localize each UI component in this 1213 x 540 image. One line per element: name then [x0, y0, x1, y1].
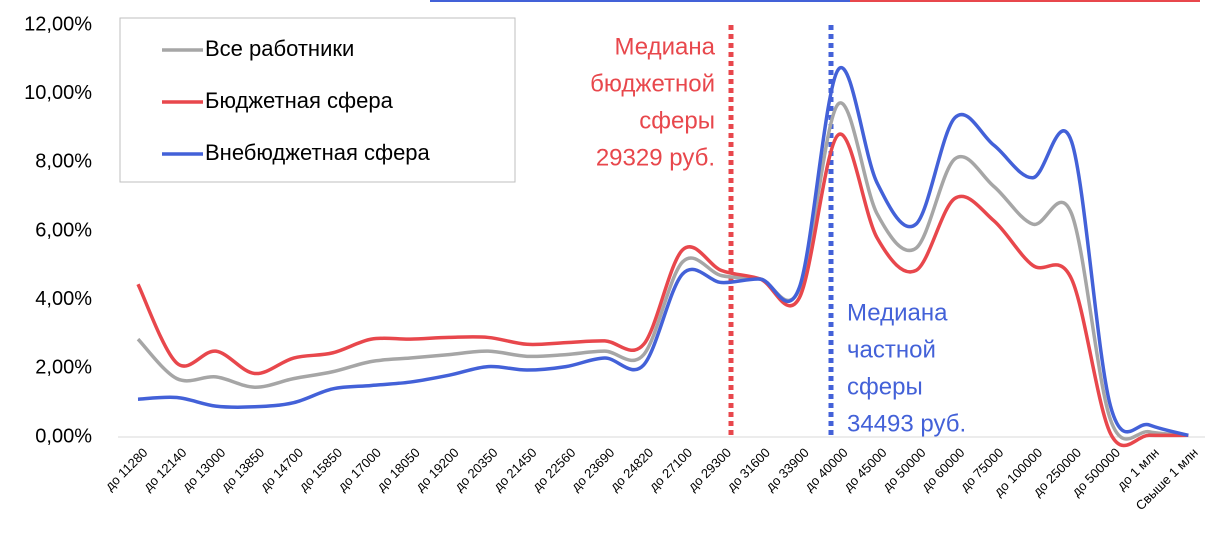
- legend-label: Все работники: [205, 36, 354, 61]
- y-tick-label: 4,00%: [35, 288, 92, 310]
- annotation: бюджетной: [590, 70, 715, 97]
- annotation: сферы: [639, 107, 715, 134]
- series-line: [136, 132, 1189, 448]
- legend-label: Внебюджетная сфера: [205, 140, 431, 165]
- y-tick-label: 12,00%: [24, 13, 92, 35]
- y-tick-label: 2,00%: [35, 357, 92, 379]
- annotation: 29329 руб.: [596, 144, 715, 171]
- y-tick-label: 8,00%: [35, 151, 92, 173]
- y-tick-label: 6,00%: [35, 219, 92, 241]
- annotation: Медиана: [847, 299, 948, 326]
- annotation: Медиана: [615, 33, 716, 60]
- legend-label: Бюджетная сфера: [205, 88, 394, 113]
- annotation: сферы: [847, 373, 923, 400]
- series-line: [137, 65, 1189, 437]
- y-tick-label: 0,00%: [35, 425, 92, 447]
- y-tick-label: 10,00%: [24, 82, 92, 104]
- annotation: 34493 руб.: [847, 410, 966, 437]
- annotation: частной: [847, 336, 936, 363]
- series-line: [136, 101, 1189, 441]
